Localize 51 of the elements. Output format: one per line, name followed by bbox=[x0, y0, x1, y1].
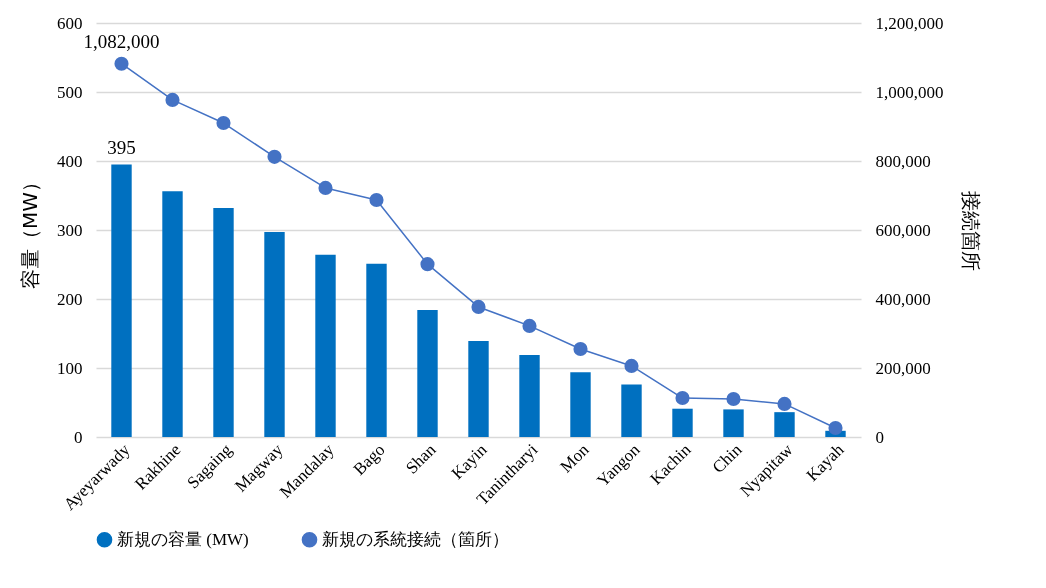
point bbox=[216, 115, 231, 131]
point bbox=[573, 341, 588, 357]
point bbox=[828, 420, 843, 436]
x-tick-label: Mon bbox=[556, 439, 593, 477]
point bbox=[726, 391, 741, 407]
y2-axis-title: 接続箇所 bbox=[958, 190, 983, 271]
y-tick-label: 200 bbox=[57, 289, 83, 309]
point bbox=[420, 257, 435, 272]
point bbox=[267, 149, 282, 164]
y2-tick-label: 800,000 bbox=[875, 151, 931, 171]
bar bbox=[111, 164, 132, 437]
point bbox=[624, 358, 639, 373]
point bbox=[522, 318, 537, 333]
y2-tick-label: 400,000 bbox=[875, 289, 931, 309]
point bbox=[675, 390, 690, 406]
y2-tick-label: 200,000 bbox=[875, 358, 931, 378]
data-label: 395 bbox=[107, 137, 136, 159]
legend-label: 新規の容量 (MW) bbox=[117, 529, 249, 549]
bar bbox=[672, 408, 693, 437]
bar bbox=[621, 384, 642, 437]
y-tick-label: 100 bbox=[57, 358, 83, 378]
bar bbox=[315, 254, 336, 437]
bar bbox=[417, 310, 438, 437]
point bbox=[165, 92, 180, 107]
y-tick-label: 600 bbox=[57, 13, 83, 33]
bar bbox=[723, 409, 744, 437]
point bbox=[471, 299, 486, 314]
bar bbox=[162, 191, 183, 437]
data-label: 1,082,000 bbox=[83, 30, 160, 52]
bar bbox=[519, 354, 540, 437]
y-tick-label: 0 bbox=[74, 427, 83, 447]
x-tick-label: Shan bbox=[402, 439, 440, 478]
y-tick-label: 500 bbox=[57, 82, 83, 102]
point bbox=[114, 56, 129, 71]
y-axis-title: 容量（MW） bbox=[18, 171, 42, 290]
bar bbox=[264, 232, 285, 437]
y2-tick-label: 1,000,000 bbox=[875, 82, 944, 102]
point bbox=[777, 396, 792, 411]
y-tick-label: 300 bbox=[57, 220, 83, 240]
y2-tick-label: 0 bbox=[875, 427, 884, 447]
y2-tick-label: 600,000 bbox=[875, 220, 931, 240]
bar bbox=[468, 341, 489, 437]
bar bbox=[213, 207, 234, 437]
bar bbox=[366, 263, 387, 437]
legend-label: 新規の系統接続（箇所） bbox=[322, 529, 509, 549]
y-tick-label: 400 bbox=[57, 151, 83, 171]
bar bbox=[774, 412, 795, 437]
point bbox=[318, 180, 333, 195]
y2-tick-label: 1,200,000 bbox=[875, 13, 944, 33]
bar bbox=[570, 372, 591, 437]
point bbox=[369, 192, 384, 208]
